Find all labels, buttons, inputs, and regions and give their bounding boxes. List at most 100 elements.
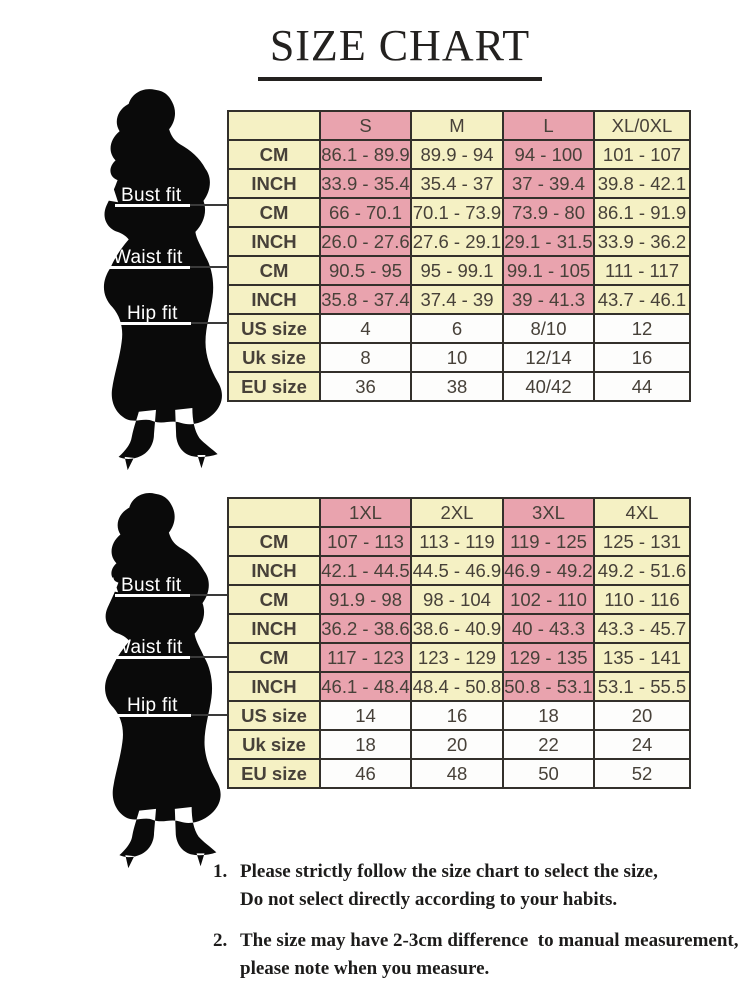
waist-fit-connector-line-2 <box>186 656 227 658</box>
table-row: INCH 33.9 - 35.4 35.4 - 37 37 - 39.4 39.8 - … <box>227 168 691 199</box>
size-value-cell: 113 - 119 <box>410 526 504 557</box>
size-value-cell: 12 <box>593 313 691 344</box>
size-value-cell: 86.1 - 89.9 <box>319 139 412 170</box>
size-value-cell: 117 - 123 <box>319 642 412 673</box>
bust-fit-underline <box>115 204 190 207</box>
row-label: INCH <box>227 226 321 257</box>
hip-fit-label: Hip fit <box>127 303 178 324</box>
note-text: Please strictly follow the size chart to… <box>240 858 658 914</box>
size-value-cell: 40/42 <box>502 371 595 402</box>
size-value-cell: 22 <box>502 729 595 760</box>
hip-fit-underline <box>117 322 191 325</box>
size-value-cell: 35.4 - 37 <box>410 168 504 199</box>
size-table-plus: 1XL 2XL 3XL 4XL CM 107 - 113 113 - 119 119 - 12… <box>227 497 691 789</box>
size-value-cell: 6 <box>410 313 504 344</box>
table-row: CM 90.5 - 95 95 - 99.1 99.1 - 105 111 - 117 <box>227 255 691 286</box>
size-value-cell: 43.7 - 46.1 <box>593 284 691 315</box>
size-value-cell: 135 - 141 <box>593 642 691 673</box>
row-label: EU size <box>227 371 321 402</box>
note-text: The size may have 2-3cm difference to ma… <box>240 927 738 983</box>
row-label: INCH <box>227 613 321 644</box>
size-value-cell: 36 <box>319 371 412 402</box>
size-value-cell: 44.5 - 46.9 <box>410 555 504 586</box>
corner-cell <box>227 497 321 528</box>
size-value-cell: 66 - 70.1 <box>319 197 412 228</box>
size-value-cell: 89.9 - 94 <box>410 139 504 170</box>
row-label: Uk size <box>227 342 321 373</box>
size-value-cell: 29.1 - 31.5 <box>502 226 595 257</box>
table-row: INCH 46.1 - 48.4 48.4 - 50.8 50.8 - 53.1 53.… <box>227 671 691 702</box>
size-value-cell: 90.5 - 95 <box>319 255 412 286</box>
size-value-cell: 16 <box>593 342 691 373</box>
size-value-cell: 49.2 - 51.6 <box>593 555 691 586</box>
bust-fit-label: Bust fit <box>121 185 182 206</box>
table-row: INCH 35.8 - 37.4 37.4 - 39 39 - 41.3 43.7 - … <box>227 284 691 315</box>
row-label: CM <box>227 526 321 557</box>
size-value-cell: 102 - 110 <box>502 584 595 615</box>
hip-fit-connector-line-2 <box>186 714 227 716</box>
size-value-cell: 46 <box>319 758 412 789</box>
size-value-cell: 24 <box>593 729 691 760</box>
waist-fit-connector-line <box>186 266 228 268</box>
waist-fit-underline-2 <box>106 656 190 659</box>
note-item-1: 1. Please strictly follow the size chart… <box>213 858 748 914</box>
row-label: CM <box>227 139 321 170</box>
row-label: US size <box>227 313 321 344</box>
row-label: CM <box>227 642 321 673</box>
table-row: Uk size 8 10 12/14 16 <box>227 342 691 373</box>
female-silhouette-top <box>103 89 222 471</box>
size-value-cell: 27.6 - 29.1 <box>410 226 504 257</box>
bust-fit-underline-2 <box>115 594 190 597</box>
waist-fit-label: Waist fit <box>113 247 183 268</box>
bust-fit-label-2: Bust fit <box>121 575 182 596</box>
size-column-header: M <box>410 110 504 141</box>
row-label: INCH <box>227 555 321 586</box>
size-value-cell: 111 - 117 <box>593 255 691 286</box>
size-value-cell: 52 <box>593 758 691 789</box>
row-label: CM <box>227 584 321 615</box>
size-value-cell: 129 - 135 <box>502 642 595 673</box>
size-value-cell: 37.4 - 39 <box>410 284 504 315</box>
note-item-2: 2. The size may have 2-3cm difference to… <box>213 927 748 983</box>
row-label: INCH <box>227 168 321 199</box>
waist-fit-underline <box>106 266 190 269</box>
notes: 1. Please strictly follow the size chart… <box>213 858 748 996</box>
size-value-cell: 46.1 - 48.4 <box>319 671 412 702</box>
table-row: US size 4 6 8/10 12 <box>227 313 691 344</box>
table-row: INCH 36.2 - 38.6 38.6 - 40.9 40 - 43.3 43.3 … <box>227 613 691 644</box>
size-value-cell: 44 <box>593 371 691 402</box>
size-value-cell: 107 - 113 <box>319 526 412 557</box>
size-value-cell: 99.1 - 105 <box>502 255 595 286</box>
note-line: Please strictly follow the size chart to… <box>240 861 658 882</box>
size-value-cell: 42.1 - 44.5 <box>319 555 412 586</box>
note-number: 2. <box>213 930 228 951</box>
table-row: CM 66 - 70.1 70.1 - 73.9 73.9 - 80 86.1 - 91… <box>227 197 691 228</box>
size-value-cell: 86.1 - 91.9 <box>593 197 691 228</box>
size-value-cell: 36.2 - 38.6 <box>319 613 412 644</box>
table-row: INCH 26.0 - 27.6 27.6 - 29.1 29.1 - 31.5 33.… <box>227 226 691 257</box>
size-value-cell: 8 <box>319 342 412 373</box>
table-row: EU size 36 38 40/42 44 <box>227 371 691 402</box>
size-value-cell: 46.9 - 49.2 <box>502 555 595 586</box>
size-value-cell: 110 - 116 <box>593 584 691 615</box>
note-number: 1. <box>213 861 228 882</box>
hip-fit-label-2: Hip fit <box>127 695 178 716</box>
size-value-cell: 48 <box>410 758 504 789</box>
size-value-cell: 20 <box>593 700 691 731</box>
size-column-header: XL/0XL <box>593 110 691 141</box>
size-value-cell: 39 - 41.3 <box>502 284 595 315</box>
size-value-cell: 38 <box>410 371 504 402</box>
size-value-cell: 33.9 - 36.2 <box>593 226 691 257</box>
size-value-cell: 53.1 - 55.5 <box>593 671 691 702</box>
hip-fit-connector-line <box>186 322 228 324</box>
size-value-cell: 16 <box>410 700 504 731</box>
waist-fit-label-2: Waist fit <box>113 637 183 658</box>
table-row: EU size 46 48 50 52 <box>227 758 691 789</box>
table-row: INCH 42.1 - 44.5 44.5 - 46.9 46.9 - 49.2 49.… <box>227 555 691 586</box>
table-row: CM 91.9 - 98 98 - 104 102 - 110 110 - 116 <box>227 584 691 615</box>
female-silhouette-bottom <box>105 493 221 869</box>
bust-fit-connector-line <box>186 204 228 206</box>
size-value-cell: 10 <box>410 342 504 373</box>
size-value-cell: 26.0 - 27.6 <box>319 226 412 257</box>
table-row: CM 107 - 113 113 - 119 119 - 125 125 - 131 <box>227 526 691 557</box>
